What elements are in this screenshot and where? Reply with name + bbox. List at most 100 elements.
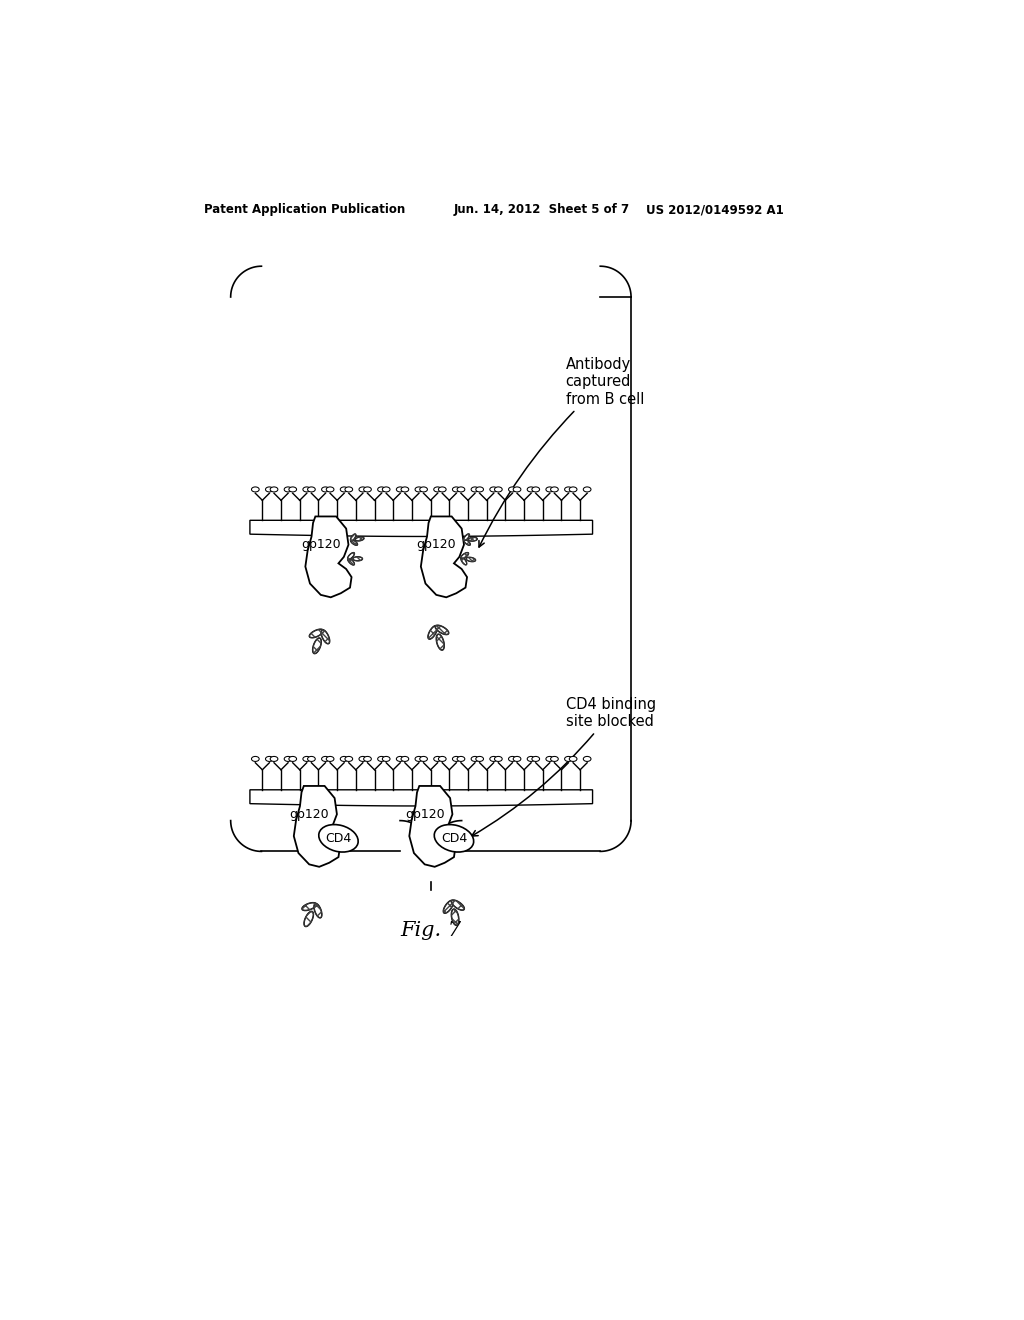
Ellipse shape	[453, 487, 460, 492]
Text: gp120: gp120	[301, 539, 341, 552]
Ellipse shape	[438, 756, 446, 762]
Ellipse shape	[509, 756, 516, 762]
Ellipse shape	[434, 756, 441, 762]
Polygon shape	[350, 535, 356, 541]
Polygon shape	[312, 638, 322, 653]
Ellipse shape	[327, 487, 334, 492]
Ellipse shape	[396, 756, 404, 762]
Ellipse shape	[401, 756, 409, 762]
Ellipse shape	[378, 487, 385, 492]
Ellipse shape	[420, 756, 427, 762]
Ellipse shape	[513, 756, 521, 762]
Polygon shape	[464, 540, 470, 545]
Ellipse shape	[307, 487, 315, 492]
Polygon shape	[466, 557, 475, 561]
Polygon shape	[250, 520, 593, 536]
Text: Antibody
captured
from B cell: Antibody captured from B cell	[479, 356, 644, 546]
Ellipse shape	[546, 756, 554, 762]
Ellipse shape	[434, 825, 474, 851]
Ellipse shape	[513, 487, 521, 492]
Ellipse shape	[531, 756, 540, 762]
Polygon shape	[469, 537, 477, 541]
Text: CD4: CD4	[441, 832, 467, 845]
Ellipse shape	[546, 487, 554, 492]
Ellipse shape	[382, 756, 390, 762]
Polygon shape	[421, 516, 467, 598]
Ellipse shape	[471, 756, 479, 762]
Ellipse shape	[303, 487, 310, 492]
Polygon shape	[410, 785, 456, 867]
Ellipse shape	[569, 756, 577, 762]
Ellipse shape	[322, 756, 330, 762]
Polygon shape	[436, 634, 444, 651]
Ellipse shape	[345, 756, 352, 762]
Text: Jun. 14, 2012  Sheet 5 of 7: Jun. 14, 2012 Sheet 5 of 7	[454, 203, 630, 216]
Ellipse shape	[364, 487, 372, 492]
Ellipse shape	[382, 487, 390, 492]
Ellipse shape	[289, 487, 297, 492]
Ellipse shape	[378, 756, 385, 762]
Ellipse shape	[322, 487, 330, 492]
Polygon shape	[309, 630, 324, 638]
Polygon shape	[428, 626, 437, 639]
Text: Patent Application Publication: Patent Application Publication	[204, 203, 404, 216]
Polygon shape	[294, 785, 340, 867]
Text: CD4: CD4	[326, 832, 351, 845]
Ellipse shape	[584, 756, 591, 762]
Polygon shape	[250, 789, 593, 807]
Text: US 2012/0149592 A1: US 2012/0149592 A1	[646, 203, 784, 216]
Text: CD4 binding
site blocked: CD4 binding site blocked	[472, 697, 655, 836]
Ellipse shape	[415, 756, 423, 762]
Ellipse shape	[340, 487, 348, 492]
Ellipse shape	[285, 756, 292, 762]
Ellipse shape	[270, 756, 278, 762]
Ellipse shape	[401, 487, 409, 492]
Ellipse shape	[270, 487, 278, 492]
Ellipse shape	[265, 756, 273, 762]
Ellipse shape	[285, 487, 292, 492]
Ellipse shape	[359, 487, 367, 492]
Polygon shape	[348, 558, 354, 565]
Ellipse shape	[531, 487, 540, 492]
Ellipse shape	[471, 487, 479, 492]
Ellipse shape	[495, 756, 502, 762]
Polygon shape	[322, 630, 330, 644]
Ellipse shape	[457, 487, 465, 492]
Polygon shape	[452, 909, 459, 925]
Ellipse shape	[489, 487, 498, 492]
Ellipse shape	[265, 487, 273, 492]
Polygon shape	[443, 900, 454, 913]
Ellipse shape	[318, 825, 358, 851]
Polygon shape	[302, 903, 316, 911]
Ellipse shape	[527, 487, 535, 492]
Text: gp120: gp120	[404, 808, 444, 821]
Ellipse shape	[364, 756, 372, 762]
Ellipse shape	[359, 756, 367, 762]
Ellipse shape	[340, 756, 348, 762]
Ellipse shape	[584, 487, 591, 492]
Ellipse shape	[303, 756, 310, 762]
Ellipse shape	[252, 756, 259, 762]
Ellipse shape	[327, 756, 334, 762]
Polygon shape	[355, 537, 364, 541]
Ellipse shape	[415, 487, 423, 492]
Ellipse shape	[551, 756, 558, 762]
Text: gp120: gp120	[290, 808, 329, 821]
Ellipse shape	[457, 756, 465, 762]
Ellipse shape	[453, 756, 460, 762]
Ellipse shape	[495, 487, 502, 492]
Polygon shape	[461, 553, 469, 558]
Polygon shape	[350, 540, 357, 545]
Ellipse shape	[509, 487, 516, 492]
Polygon shape	[461, 557, 467, 565]
Ellipse shape	[489, 756, 498, 762]
Ellipse shape	[569, 487, 577, 492]
Ellipse shape	[527, 756, 535, 762]
Ellipse shape	[476, 756, 483, 762]
Polygon shape	[305, 516, 351, 598]
Polygon shape	[304, 911, 313, 927]
Ellipse shape	[564, 487, 572, 492]
Ellipse shape	[289, 756, 297, 762]
Ellipse shape	[396, 487, 404, 492]
Ellipse shape	[564, 756, 572, 762]
